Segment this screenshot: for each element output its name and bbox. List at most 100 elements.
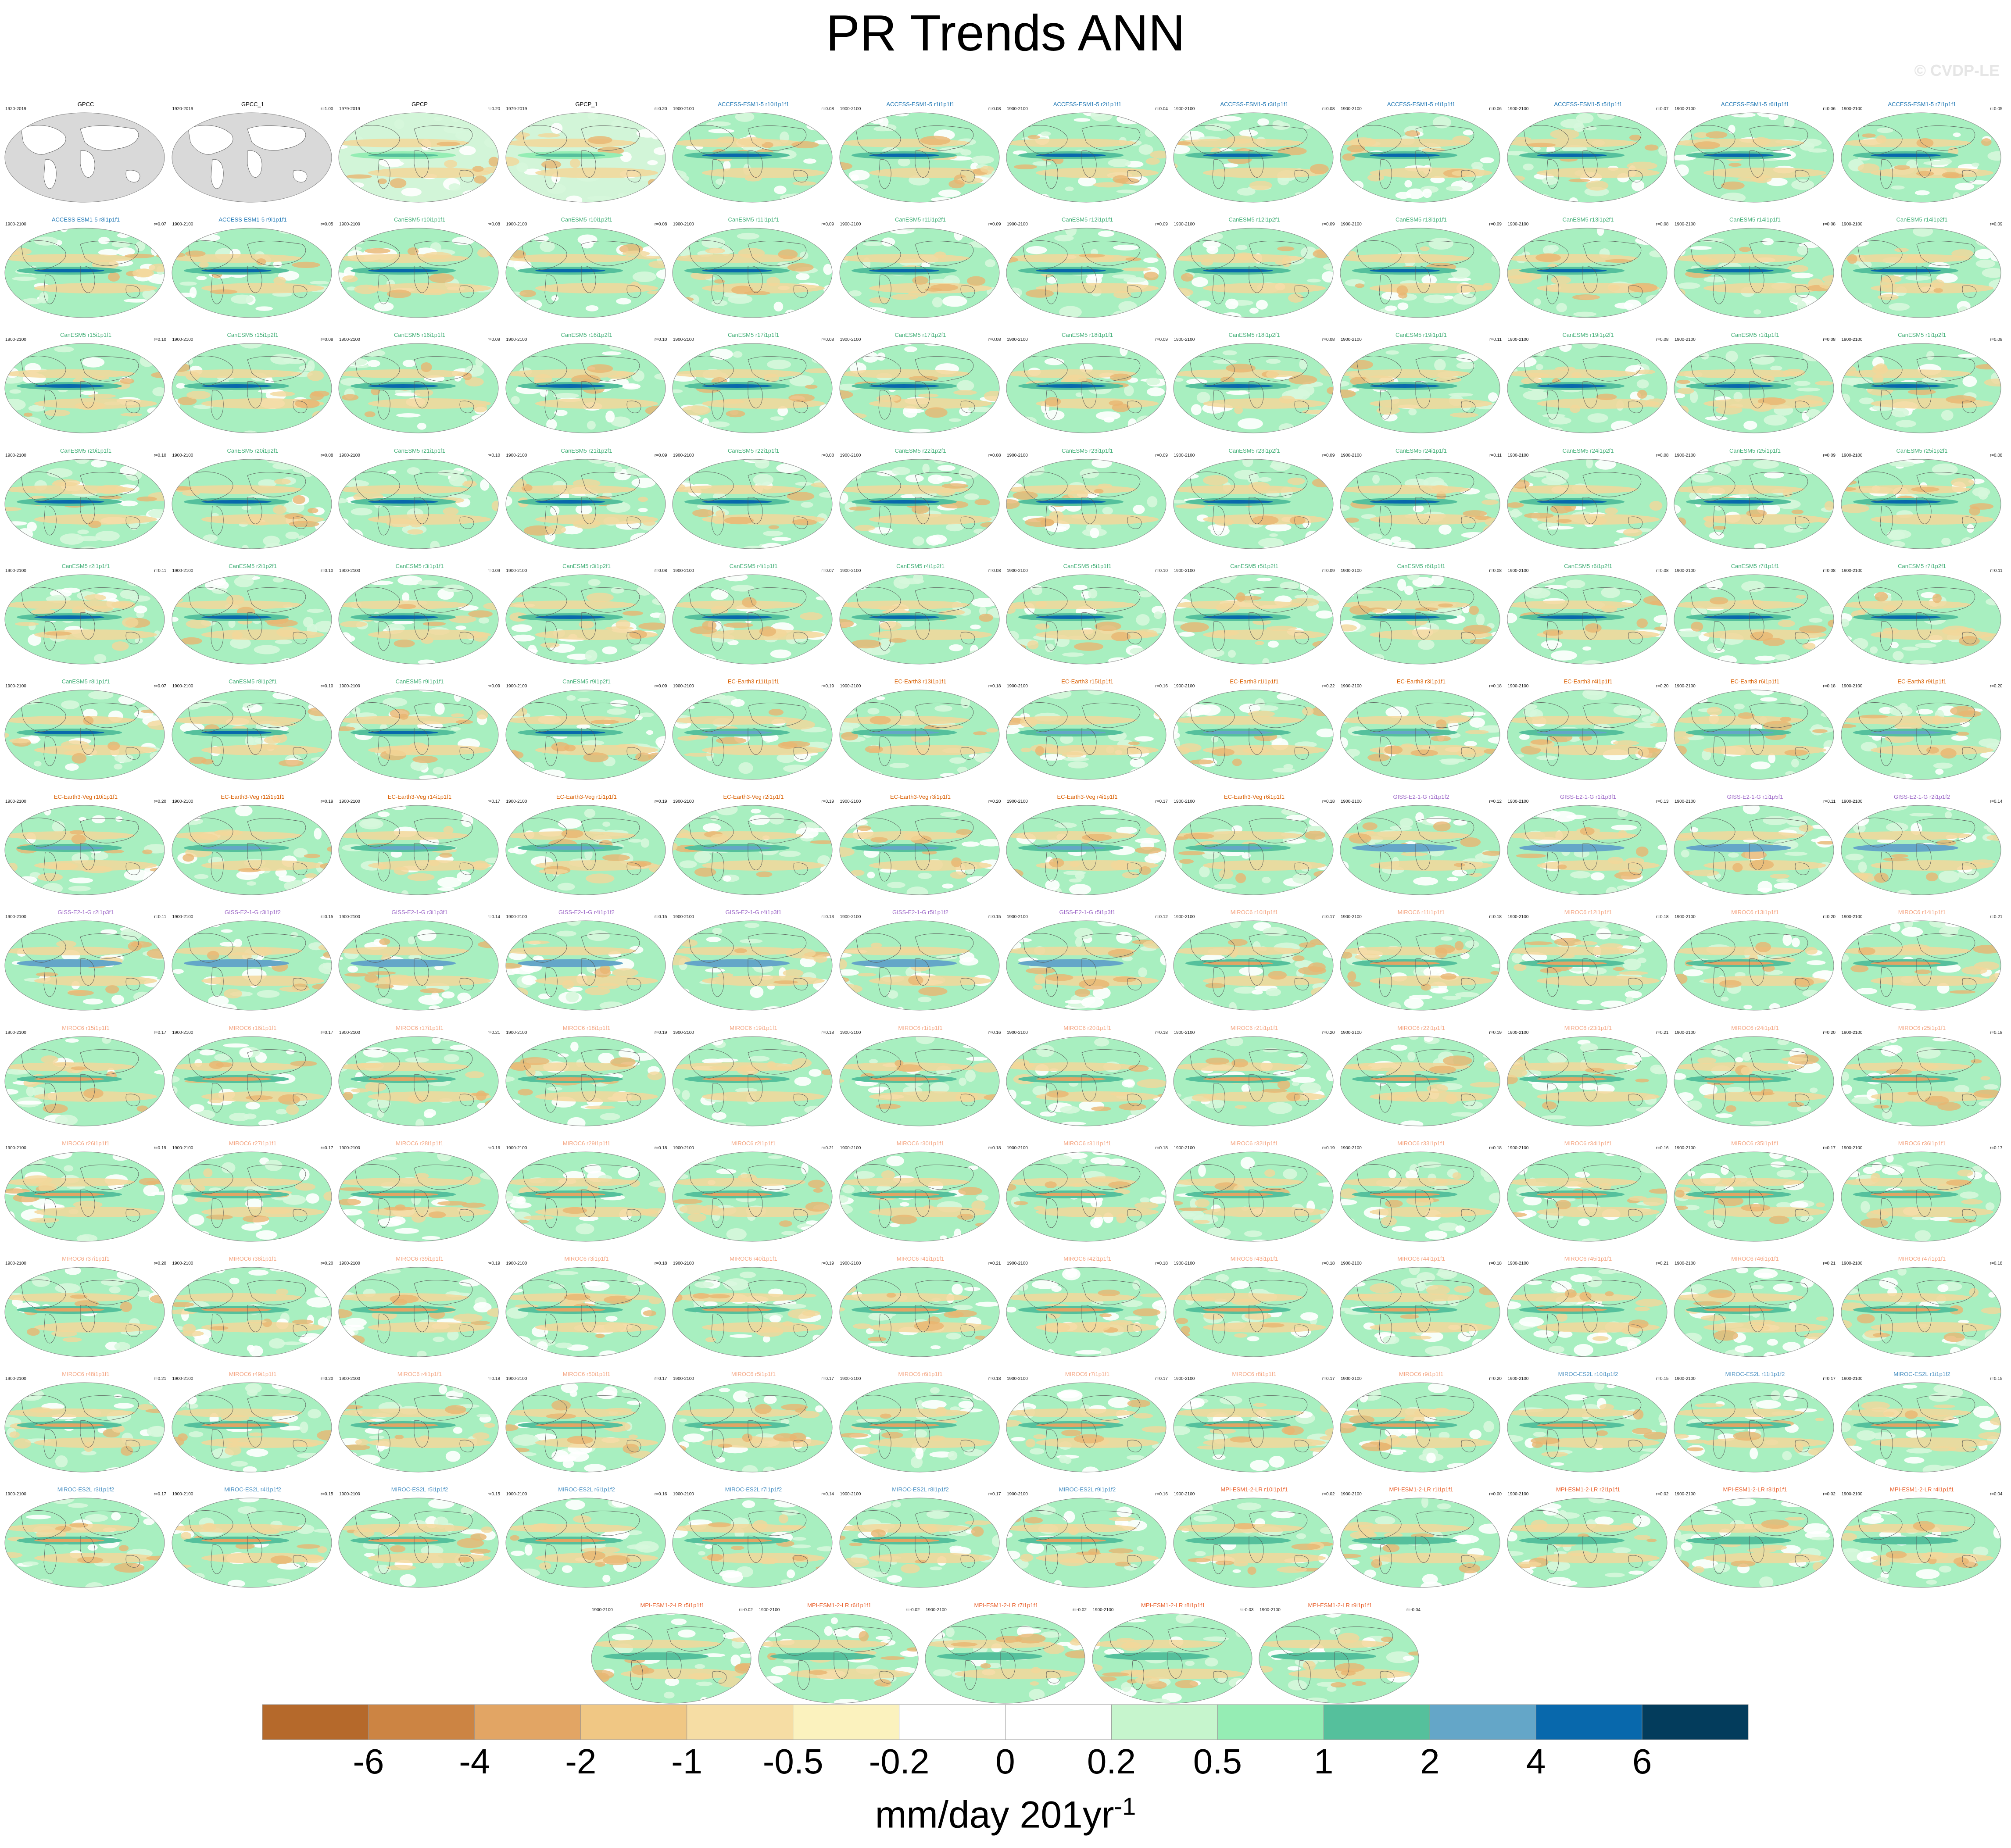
trend-map	[839, 228, 999, 318]
panel-period: 1900-2100	[1841, 799, 1863, 804]
panel-title: ACCESS-ESM1-5 r2i1p1f1	[1053, 101, 1122, 107]
panel-title: CanESM5 r9i1p1f1	[395, 678, 444, 685]
panel-period: 1900-2100	[759, 1607, 780, 1612]
panel-period: 1900-2100	[1675, 568, 1696, 573]
panel-title: CanESM5 r20i1p2f1	[227, 447, 279, 454]
panel-correlation: r=0.16	[1155, 1492, 1168, 1497]
panel-period: 1900-2100	[1507, 799, 1529, 804]
map-panel: CanESM5 r25i1p1f1 1900-2100 r=0.09	[1673, 447, 1837, 561]
panel-period: 1900-2100	[339, 568, 360, 573]
panel-title: EC-Earth3-Veg r1i1p1f1	[556, 794, 617, 801]
map-panel: ACCESS-ESM1-5 r7i1p1f1 1900-2100 r=0.05	[1840, 101, 2004, 215]
panel-correlation: r=0.11	[1489, 337, 1502, 343]
panel-period: 1979-2019	[339, 107, 360, 111]
panel-period: 1900-2100	[1507, 684, 1529, 689]
trend-map	[1006, 1151, 1167, 1242]
map-panel: CanESM5 r18i1p1f1 1900-2100 r=0.09	[1005, 332, 1170, 446]
trend-map	[172, 228, 332, 318]
panel-title: MIROC6 r41i1p1f1	[896, 1255, 945, 1262]
panel-title: ACCESS-ESM1-5 r7i1p1f1	[1888, 101, 1956, 107]
trend-map	[1674, 920, 1834, 1011]
map-panel: GPCP 1979-2019 r=0.20	[337, 101, 502, 215]
trend-map	[672, 574, 833, 665]
trend-map	[1006, 805, 1167, 895]
panel-period: 1900-2100	[5, 684, 26, 689]
page-title: PR Trends ANN	[826, 4, 1185, 61]
panel-correlation: r=0.08	[1322, 337, 1335, 343]
panel-correlation: r=0.21	[1823, 1261, 1836, 1266]
panel-correlation: r=0.02	[1322, 1492, 1335, 1497]
panel-period: 1900-2100	[1841, 1261, 1863, 1266]
map-panel: EC-Earth3-Veg r1i1p1f1 1900-2100 r=0.19	[505, 794, 669, 908]
trend-map	[4, 690, 165, 780]
panel-period: 1900-2100	[1007, 684, 1028, 689]
map-panel: CanESM5 r3i1p2f1 1900-2100 r=0.08	[505, 563, 669, 677]
map-panel: CanESM5 r10i1p1f1 1900-2100 r=0.08	[337, 216, 502, 330]
map-panel: CanESM5 r23i1p2f1 1900-2100 r=0.09	[1172, 447, 1337, 561]
trend-map	[1507, 343, 1667, 433]
colorbar-swatch	[474, 1704, 581, 1740]
panel-period: 1900-2100	[840, 1376, 861, 1382]
panel-title: CanESM5 r1i1p1f1	[1731, 332, 1779, 339]
map-panel: EC-Earth3 r13i1p1f1 1900-2100 r=0.18	[838, 678, 1003, 792]
panel-correlation: r=0.17	[154, 1492, 166, 1497]
panel-title: MIROC-ES2L r3i1p1f2	[57, 1486, 115, 1493]
colorbar-tick-label: -0.2	[869, 1742, 930, 1781]
map-panel: ACCESS-ESM1-5 r6i1p1f1 1900-2100 r=0.06	[1673, 101, 1837, 215]
map-panel: ACCESS-ESM1-5 r8i1p1f1 1900-2100 r=0.07	[4, 216, 168, 330]
panel-title: CanESM5 r25i1p1f1	[1729, 447, 1781, 454]
panel-period: 1900-2100	[592, 1607, 613, 1612]
panel-correlation: r=0.06	[1823, 107, 1836, 111]
panel-correlation: r=0.09	[487, 684, 500, 689]
panel-correlation: r=0.20	[1990, 684, 2003, 689]
panel-period: 1900-2100	[506, 1376, 527, 1382]
panel-title: MIROC6 r2i1p1f1	[731, 1140, 776, 1147]
panel-period: 1900-2100	[840, 1261, 861, 1266]
trend-map	[1507, 574, 1667, 665]
panel-title: ACCESS-ESM1-5 r5i1p1f1	[1554, 101, 1622, 107]
panel-period: 1900-2100	[5, 799, 26, 804]
panel-title: EC-Earth3 r11i1p1f1	[727, 678, 780, 685]
panel-title: GPCC	[77, 101, 94, 107]
panel-period: 1900-2100	[5, 1492, 26, 1497]
panel-period: 1900-2100	[840, 799, 861, 804]
panel-title: CanESM5 r1i1p2f1	[1898, 332, 1946, 339]
panel-title: CanESM5 r13i1p2f1	[1562, 216, 1614, 223]
map-panel: CanESM5 r7i1p2f1 1900-2100 r=0.11	[1840, 563, 2004, 677]
trend-map	[839, 690, 999, 780]
panel-correlation: r=0.11	[154, 568, 166, 573]
trend-map	[1507, 1267, 1667, 1357]
panel-title: CanESM5 r25i1p2f1	[1896, 447, 1948, 454]
trend-map	[505, 1036, 666, 1126]
panel-correlation: r=0.17	[821, 1376, 834, 1382]
panel-title: MIROC-ES2L r9i1p1f2	[1059, 1486, 1116, 1493]
map-panel: MPI-ESM1-2-LR r1i1p1f1 1900-2100 r=0.00	[1339, 1486, 1503, 1600]
panel-correlation: r=-0.04	[1406, 1607, 1421, 1612]
panel-correlation: r=0.11	[1990, 568, 2003, 573]
trend-map	[1173, 1498, 1333, 1588]
panel-title: GISS-E2-1-G r4i1p1f2	[558, 909, 615, 916]
panel-correlation: r=0.18	[1990, 1030, 2003, 1035]
panel-correlation: r=0.13	[1656, 799, 1669, 804]
panel-correlation: r=0.02	[1823, 1492, 1836, 1497]
panel-period: 1900-2100	[506, 453, 527, 458]
panel-correlation: r=0.14	[487, 915, 500, 920]
panel-correlation: r=0.08	[1322, 107, 1335, 111]
map-panel: ACCESS-ESM1-5 r9i1p1f1 1900-2100 r=0.05	[171, 216, 335, 330]
panel-period: 1900-2100	[1174, 1376, 1195, 1382]
map-panel: MIROC6 r28i1p1f1 1900-2100 r=0.16	[337, 1140, 502, 1254]
panel-period: 1900-2100	[172, 222, 193, 227]
map-panel: CanESM5 r16i1p2f1 1900-2100 r=0.10	[505, 332, 669, 446]
trend-map	[1006, 228, 1167, 318]
trend-map	[338, 343, 499, 433]
trend-map	[1674, 574, 1834, 665]
map-panel: MIROC6 r31i1p1f1 1900-2100 r=0.18	[1005, 1140, 1170, 1254]
panel-title: CanESM5 r6i1p2f1	[1564, 562, 1612, 569]
colorbar-swatch	[1429, 1704, 1536, 1740]
map-panel: MIROC6 r36i1p1f1 1900-2100 r=0.17	[1840, 1140, 2004, 1254]
panel-period: 1900-2100	[840, 1145, 861, 1151]
panel-period: 1900-2100	[840, 1030, 861, 1035]
colorbar-tick-label: -4	[459, 1742, 490, 1781]
map-panel: MIROC6 r35i1p1f1 1900-2100 r=0.17	[1673, 1140, 1837, 1254]
map-panel: MPI-ESM1-2-LR r4i1p1f1 1900-2100 r=0.04	[1840, 1486, 2004, 1600]
